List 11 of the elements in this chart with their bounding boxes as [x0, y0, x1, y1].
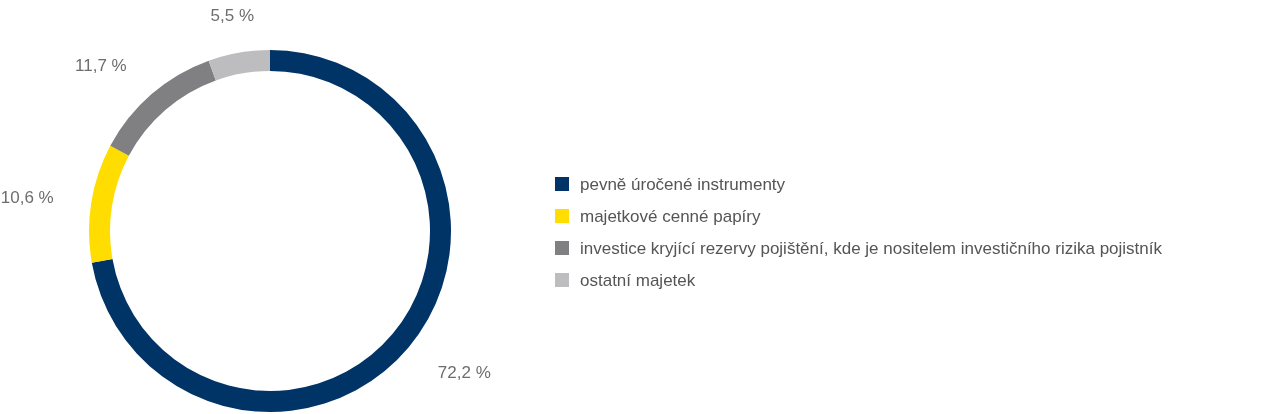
- data-label: 5,5 %: [210, 6, 255, 26]
- donut-slice: [110, 60, 216, 156]
- donut-slice: [89, 145, 129, 263]
- legend-label: investice kryjící rezervy pojištění, kde je nositelem investičního rizika pojistník: [580, 238, 1163, 258]
- data-label: 11,7 %: [75, 56, 127, 76]
- data-label: 72,2 %: [437, 362, 491, 382]
- data-label: 10,6 %: [0, 187, 54, 207]
- legend-label: ostatní majetek: [580, 270, 696, 290]
- legend-label: pevně úročené instrumenty: [580, 174, 786, 194]
- legend-label: majetkové cenné papíry: [580, 206, 761, 226]
- donut-slice: [208, 50, 270, 81]
